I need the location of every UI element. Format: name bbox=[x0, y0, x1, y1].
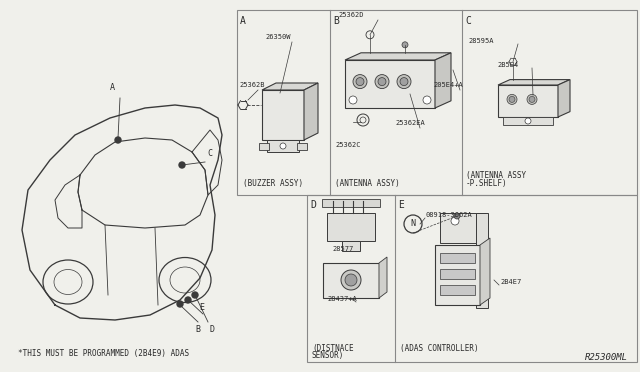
Circle shape bbox=[454, 213, 460, 219]
Circle shape bbox=[402, 42, 408, 48]
Bar bbox=[267, 140, 299, 152]
Text: R25300ML: R25300ML bbox=[585, 353, 628, 362]
Text: D: D bbox=[310, 200, 316, 210]
Text: 2B5E4: 2B5E4 bbox=[497, 62, 518, 68]
Bar bbox=[440, 253, 475, 263]
Bar bbox=[440, 213, 485, 243]
Text: D: D bbox=[209, 325, 214, 334]
Text: E: E bbox=[398, 200, 404, 210]
Circle shape bbox=[451, 217, 459, 225]
Text: (ANTENNA ASSY: (ANTENNA ASSY bbox=[466, 171, 526, 180]
Text: B: B bbox=[333, 16, 339, 26]
Circle shape bbox=[185, 297, 191, 303]
Text: (DISTNACE: (DISTNACE bbox=[312, 344, 354, 353]
Bar bbox=[503, 117, 553, 125]
Bar bbox=[498, 85, 558, 117]
Text: 28595A: 28595A bbox=[468, 38, 493, 44]
Circle shape bbox=[527, 94, 537, 105]
Polygon shape bbox=[262, 83, 318, 90]
Text: 205E4+A: 205E4+A bbox=[433, 82, 463, 88]
Circle shape bbox=[341, 270, 361, 290]
Bar bbox=[307, 195, 637, 362]
Text: A: A bbox=[240, 16, 246, 26]
Text: N: N bbox=[410, 219, 415, 228]
Polygon shape bbox=[498, 80, 570, 85]
Circle shape bbox=[529, 96, 535, 102]
Circle shape bbox=[192, 292, 198, 298]
Bar bbox=[297, 143, 307, 150]
Text: 25362C: 25362C bbox=[335, 142, 360, 148]
Circle shape bbox=[177, 301, 183, 307]
Text: 25362EA: 25362EA bbox=[395, 120, 425, 126]
Bar bbox=[476, 213, 488, 308]
Circle shape bbox=[115, 137, 121, 143]
Bar bbox=[327, 213, 375, 241]
Text: 25362B: 25362B bbox=[239, 82, 264, 88]
Circle shape bbox=[375, 75, 389, 89]
Circle shape bbox=[356, 78, 364, 86]
Text: 28437+A: 28437+A bbox=[327, 296, 356, 302]
Text: -P.SHELF): -P.SHELF) bbox=[466, 179, 508, 188]
Text: (ADAS CONTROLLER): (ADAS CONTROLLER) bbox=[400, 344, 479, 353]
Text: (ANTENNA ASSY): (ANTENNA ASSY) bbox=[335, 179, 400, 188]
Polygon shape bbox=[435, 53, 451, 108]
Polygon shape bbox=[558, 80, 570, 117]
Circle shape bbox=[179, 162, 185, 168]
Text: 2B4E7: 2B4E7 bbox=[500, 279, 521, 285]
Circle shape bbox=[353, 75, 367, 89]
Polygon shape bbox=[345, 53, 451, 60]
Polygon shape bbox=[304, 83, 318, 140]
Bar bbox=[262, 90, 304, 140]
Circle shape bbox=[525, 118, 531, 124]
Text: C: C bbox=[207, 149, 212, 158]
Bar bbox=[440, 269, 475, 279]
Bar bbox=[440, 285, 475, 295]
Bar bbox=[323, 263, 379, 298]
Circle shape bbox=[378, 78, 386, 86]
Circle shape bbox=[349, 96, 357, 104]
Text: 28577: 28577 bbox=[332, 246, 353, 252]
Text: 26350W: 26350W bbox=[265, 34, 291, 40]
Bar bbox=[342, 241, 360, 251]
Circle shape bbox=[345, 274, 357, 286]
Polygon shape bbox=[480, 238, 490, 305]
Text: B: B bbox=[195, 325, 200, 334]
Circle shape bbox=[400, 78, 408, 86]
Text: A: A bbox=[109, 83, 115, 92]
Text: *THIS MUST BE PROGRAMMED (2B4E9) ADAS: *THIS MUST BE PROGRAMMED (2B4E9) ADAS bbox=[18, 349, 189, 358]
Text: 25362D: 25362D bbox=[338, 12, 364, 18]
Text: E: E bbox=[200, 303, 205, 312]
Bar bbox=[237, 10, 637, 195]
Bar bbox=[259, 143, 269, 150]
Circle shape bbox=[280, 143, 286, 149]
Circle shape bbox=[507, 94, 517, 105]
Text: C: C bbox=[465, 16, 471, 26]
Circle shape bbox=[397, 75, 411, 89]
Bar bbox=[322, 199, 380, 207]
Circle shape bbox=[509, 96, 515, 102]
Bar bbox=[435, 245, 480, 305]
Text: (BUZZER ASSY): (BUZZER ASSY) bbox=[243, 179, 303, 188]
Bar bbox=[345, 60, 435, 108]
Text: SENSOR): SENSOR) bbox=[312, 351, 344, 360]
Text: 08918-3062A: 08918-3062A bbox=[425, 212, 472, 218]
Polygon shape bbox=[379, 257, 387, 298]
Circle shape bbox=[423, 96, 431, 104]
